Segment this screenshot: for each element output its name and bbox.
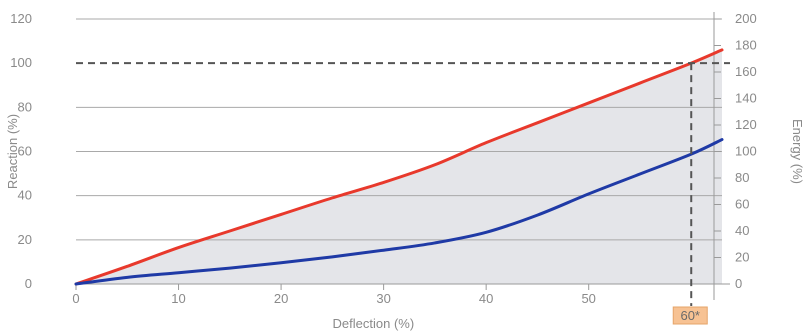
x-axis-title: Deflection (%) — [333, 316, 415, 331]
y-right-tick-label: 80 — [735, 170, 749, 185]
x-tick-label: 50 — [581, 291, 595, 306]
energy-line — [74, 138, 724, 286]
y-right-tick-label: 200 — [735, 11, 757, 26]
y-left-tick-label: 100 — [10, 55, 32, 70]
y-right-tick-label: 40 — [735, 223, 749, 238]
y-right-axis-title: Energy (%) — [790, 119, 805, 184]
y-left-tick-label: 80 — [18, 99, 32, 114]
y-right-tick-label: 20 — [735, 250, 749, 265]
y-left-axis-title: Reaction (%) — [5, 114, 20, 189]
reaction-line — [74, 48, 724, 286]
y-right-tick-label: 180 — [735, 38, 757, 53]
y-left-tick-label: 20 — [18, 232, 32, 247]
x-tick-label: 10 — [171, 291, 185, 306]
x-tick-label: 40 — [479, 291, 493, 306]
marker-label-box — [672, 306, 708, 325]
y-right-tick-label: 160 — [735, 64, 757, 79]
y-right-tick-label: 100 — [735, 144, 757, 159]
y-right-tick-label: 120 — [735, 117, 757, 132]
y-left-tick-label: 0 — [25, 276, 32, 291]
y-right-tick-label: 0 — [735, 276, 742, 291]
energy-area-fill — [76, 49, 722, 284]
y-left-tick-label: 40 — [18, 188, 32, 203]
y-right-tick-label: 60 — [735, 197, 749, 212]
x-tick-label: 20 — [274, 291, 288, 306]
y-left-tick-label: 120 — [10, 11, 32, 26]
x-tick-label: 30 — [376, 291, 390, 306]
x-tick-label: 0 — [72, 291, 79, 306]
marker-label: 60* — [680, 308, 700, 323]
y-left-tick-label: 60 — [18, 144, 32, 159]
y-right-tick-label: 140 — [735, 91, 757, 106]
